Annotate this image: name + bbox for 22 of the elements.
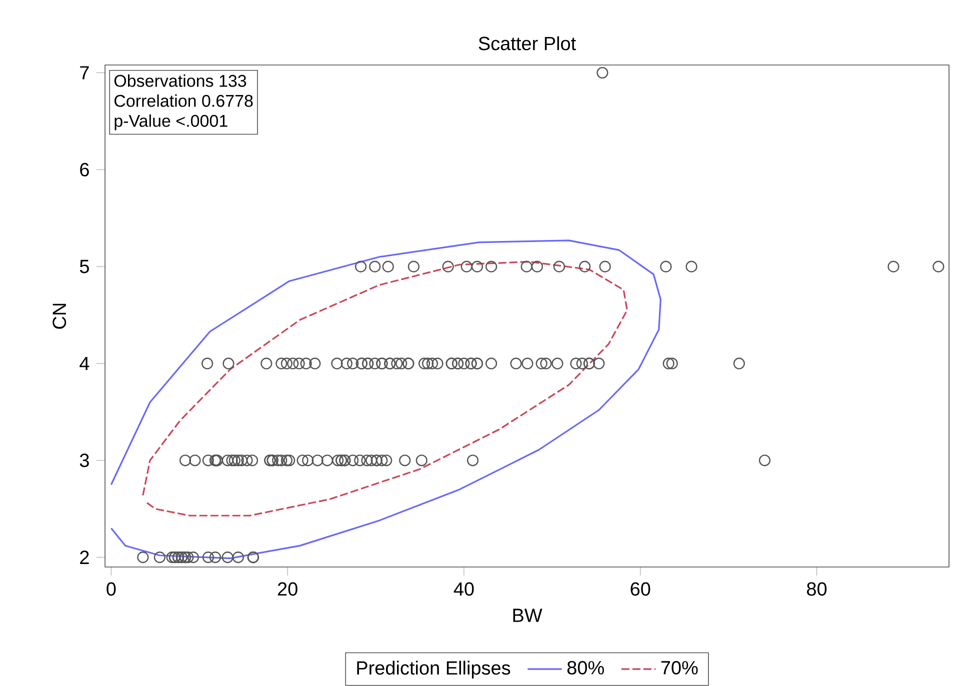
legend-title: Prediction Ellipses [357,660,510,678]
y-axis-title: CN [52,304,66,329]
annotation: Correlation 0.6778 [114,94,253,107]
annotation: p-Value <.0001 [114,114,228,130]
line-series [110,240,662,560]
annotation: Observations 133 [114,74,246,87]
y-tick-label: 3 [80,454,89,468]
x-tick-label: 20 [278,582,298,596]
legend-label: 80% [567,660,604,674]
x-tick-label: 0 [106,582,116,596]
x-tick-label: 40 [454,582,474,596]
y-tick-label: 2 [80,550,89,564]
y-tick-label: 5 [80,260,89,274]
x-tick-label: 80 [806,582,827,596]
x-axis-title: BW [513,608,542,622]
chart-title: Scatter Plot [478,36,576,50]
y-tick-label: 4 [80,356,90,370]
y-tick-label: 7 [80,66,89,80]
legend-label: 70% [661,660,698,674]
x-tick-label: 60 [630,582,650,596]
y-tick-label: 6 [80,162,89,176]
line-series [142,260,628,516]
